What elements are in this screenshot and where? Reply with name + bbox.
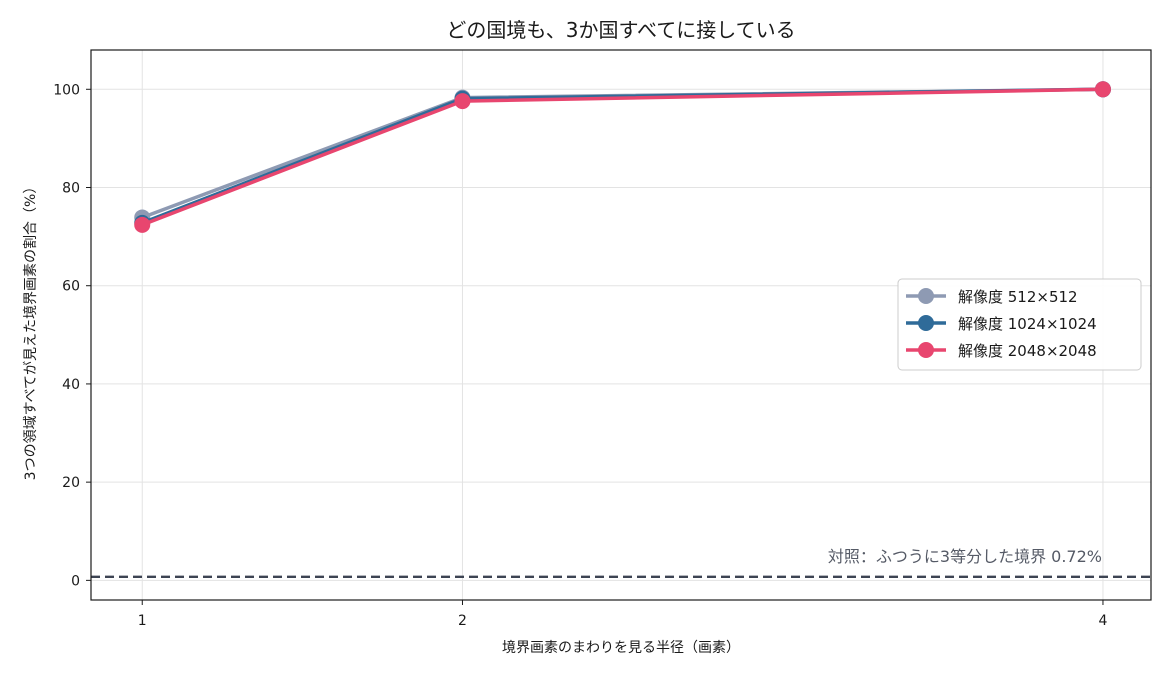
x-axis: 1 2 4	[138, 600, 1108, 629]
series-3-point	[1094, 81, 1111, 98]
y-tick-label: 100	[53, 82, 80, 98]
y-tick-label: 40	[62, 377, 80, 393]
y-axis-label: 3つの領域すべてが見えた境界画素の割合（%）	[22, 180, 39, 481]
legend-label-1: 解像度 512×512	[958, 288, 1078, 306]
series-line-3	[140, 87, 1105, 227]
legend: 解像度 512×512 解像度 1024×1024 解像度 2048×2048	[897, 278, 1142, 371]
legend-marker-3	[918, 342, 934, 358]
legend-label-2: 解像度 1024×1024	[958, 315, 1097, 333]
series-3-point	[454, 93, 471, 110]
series-line-1	[140, 87, 1105, 220]
chart-title: どの国境も、3か国すべてに接している	[446, 18, 795, 42]
reference-line-label: 対照：ふつうに3等分した境界 0.72%	[828, 547, 1102, 566]
x-tick-label: 4	[1099, 613, 1108, 629]
x-tick-label: 1	[138, 613, 147, 629]
x-axis-label: 境界画素のまわりを見る半径（画素）	[502, 640, 740, 656]
legend-marker-2	[918, 315, 934, 331]
y-tick-label: 80	[62, 181, 80, 197]
y-axis: 0 20 40 60 80 100	[53, 82, 91, 589]
legend-marker-1	[918, 288, 934, 304]
y-tick-label: 0	[71, 573, 80, 589]
series-3-point	[134, 216, 151, 233]
series-group	[134, 81, 1111, 233]
legend-box	[897, 278, 1142, 371]
legend-label-3: 解像度 2048×2048	[958, 342, 1097, 360]
series-line-2	[140, 87, 1105, 225]
y-tick-label: 60	[62, 279, 80, 295]
x-tick-label: 2	[458, 613, 467, 629]
plot-frame	[90, 49, 1152, 601]
y-tick-label: 20	[62, 475, 80, 491]
